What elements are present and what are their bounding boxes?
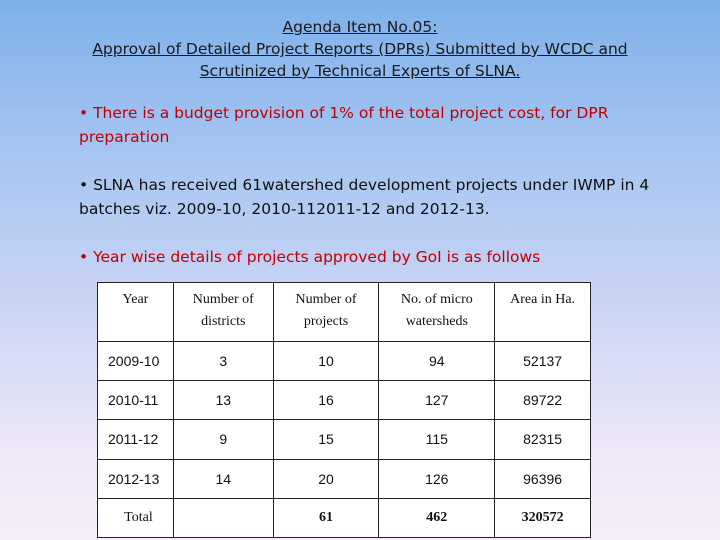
agenda-heading: Agenda Item No.05: Approval of Detailed … <box>0 16 720 82</box>
cell-area: 89722 <box>494 380 591 421</box>
header-micro-watersheds: No. of micro watersheds <box>378 282 496 342</box>
table-row: 2010-11 13 16 127 89722 <box>97 380 591 421</box>
total-projects: 61 <box>272 497 380 539</box>
header-year: Year <box>97 282 174 342</box>
cell-year: 2011-12 <box>97 419 174 460</box>
cell-districts: 3 <box>172 340 274 382</box>
cell-watersheds: 115 <box>378 419 496 460</box>
header-projects: Number of projects <box>272 282 380 342</box>
cell-year: 2010-11 <box>97 380 174 421</box>
bullet-year-wise-details: • Year wise details of projects approved… <box>79 248 541 266</box>
cell-area: 96396 <box>494 458 591 499</box>
total-watersheds: 462 <box>378 497 496 539</box>
table-header-row: Year Number of districts Number of proje… <box>97 282 591 342</box>
cell-area: 82315 <box>494 419 591 460</box>
cell-projects: 16 <box>272 380 380 421</box>
cell-projects: 20 <box>272 458 380 499</box>
cell-watersheds: 126 <box>378 458 496 499</box>
cell-watersheds: 94 <box>378 340 496 382</box>
total-districts <box>172 497 274 539</box>
agenda-subject-line-1: Approval of Detailed Project Reports (DP… <box>92 40 628 58</box>
cell-districts: 14 <box>172 458 274 499</box>
table-row: 2012-13 14 20 126 96396 <box>97 458 591 499</box>
cell-year: 2012-13 <box>97 458 174 499</box>
table-row: 2011-12 9 15 115 82315 <box>97 419 591 460</box>
cell-projects: 15 <box>272 419 380 460</box>
cell-districts: 9 <box>172 419 274 460</box>
cell-projects: 10 <box>272 340 380 382</box>
cell-year: 2009-10 <box>97 340 174 382</box>
projects-table: Year Number of districts Number of proje… <box>97 282 591 539</box>
cell-watersheds: 127 <box>378 380 496 421</box>
table-row: 2009-10 3 10 94 52137 <box>97 340 591 382</box>
total-area: 320572 <box>494 497 591 539</box>
bullet-budget-provision: • There is a budget provision of 1% of t… <box>79 104 609 146</box>
total-label: Total <box>97 497 174 539</box>
cell-districts: 13 <box>172 380 274 421</box>
header-districts: Number of districts <box>172 282 274 342</box>
table-total-row: Total 61 462 320572 <box>97 497 591 539</box>
agenda-subject-line-2: Scrutinized by Technical Experts of SLNA… <box>199 62 521 80</box>
bullet-projects-received: • SLNA has received 61watershed developm… <box>79 176 650 218</box>
agenda-item-title: Agenda Item No.05: <box>282 18 438 36</box>
cell-area: 52137 <box>494 340 591 382</box>
header-area: Area in Ha. <box>494 282 591 342</box>
